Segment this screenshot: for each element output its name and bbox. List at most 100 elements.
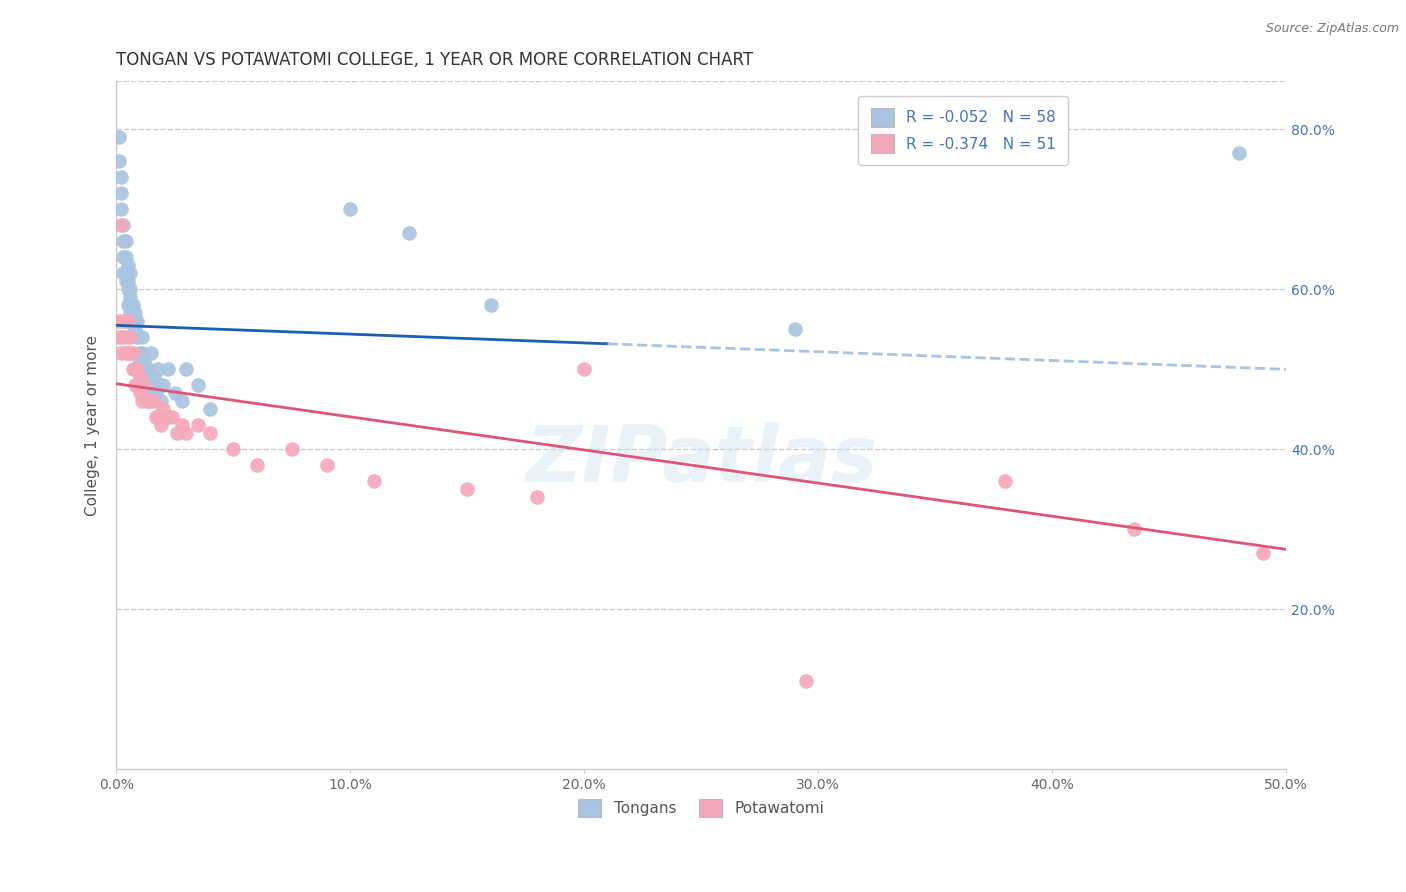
Point [176, 362, 198, 376]
Point [145, 386, 167, 401]
Point [135, 394, 157, 409]
Point [138, 394, 160, 409]
Point [152, 402, 174, 417]
Point [134, 362, 156, 376]
Point [121, 346, 143, 360]
Point [124, 314, 146, 328]
Point [156, 362, 179, 376]
Point [152, 378, 174, 392]
Point [117, 330, 139, 344]
Point [148, 362, 170, 376]
Point [142, 378, 165, 392]
Point [156, 410, 179, 425]
Point [796, 674, 818, 689]
Point [145, 410, 167, 425]
Point [114, 274, 136, 288]
Point [112, 235, 135, 249]
Text: Source: ZipAtlas.com: Source: ZipAtlas.com [1265, 22, 1399, 36]
Point [112, 219, 135, 233]
Point [121, 362, 143, 376]
Point [1227, 146, 1250, 161]
Point [110, 219, 132, 233]
Point [131, 346, 153, 360]
Point [127, 378, 149, 392]
Point [107, 154, 129, 169]
Point [479, 298, 502, 312]
Point [114, 314, 136, 328]
Point [149, 394, 172, 409]
Point [162, 410, 184, 425]
Point [107, 130, 129, 145]
Point [114, 266, 136, 280]
Point [141, 394, 163, 409]
Point [142, 394, 165, 409]
Point [135, 370, 157, 384]
Point [112, 330, 135, 344]
Point [280, 442, 302, 457]
Point [142, 370, 165, 384]
Point [163, 386, 186, 401]
Text: TONGAN VS POTAWATOMI COLLEGE, 1 YEAR OR MORE CORRELATION CHART: TONGAN VS POTAWATOMI COLLEGE, 1 YEAR OR … [117, 51, 754, 69]
Point [1123, 522, 1146, 536]
Point [128, 354, 150, 368]
Point [398, 227, 420, 241]
Point [110, 186, 132, 201]
Point [127, 362, 149, 376]
Point [141, 386, 163, 401]
Point [246, 458, 269, 473]
Point [128, 362, 150, 376]
Point [315, 458, 337, 473]
Point [121, 314, 143, 328]
Y-axis label: College, 1 year or more: College, 1 year or more [86, 334, 100, 516]
Point [131, 378, 153, 392]
Point [117, 274, 139, 288]
Point [120, 330, 142, 344]
Point [110, 346, 132, 360]
Point [166, 426, 188, 441]
Point [170, 394, 193, 409]
Point [187, 378, 209, 392]
Point [148, 410, 170, 425]
Point [141, 346, 163, 360]
Point [1251, 546, 1274, 560]
Point [526, 491, 548, 505]
Point [121, 306, 143, 320]
Point [112, 314, 135, 328]
Point [121, 298, 143, 312]
Point [222, 442, 245, 457]
Point [134, 378, 156, 392]
Point [112, 266, 135, 280]
Text: ZIPatlas: ZIPatlas [524, 422, 877, 498]
Point [456, 483, 478, 497]
Point [127, 314, 149, 328]
Point [783, 322, 806, 336]
Legend: Tongans, Potawatomi: Tongans, Potawatomi [572, 793, 830, 823]
Point [120, 290, 142, 304]
Point [994, 475, 1017, 489]
Point [124, 378, 146, 392]
Point [128, 370, 150, 384]
Point [128, 346, 150, 360]
Point [120, 298, 142, 312]
Point [112, 250, 135, 264]
Point [149, 418, 172, 433]
Point [120, 346, 142, 360]
Point [117, 314, 139, 328]
Point [114, 346, 136, 360]
Point [138, 362, 160, 376]
Point [107, 330, 129, 344]
Point [198, 426, 221, 441]
Point [176, 426, 198, 441]
Point [127, 330, 149, 344]
Point [110, 170, 132, 185]
Point [131, 330, 153, 344]
Point [117, 258, 139, 272]
Point [572, 362, 595, 376]
Point [198, 402, 221, 417]
Point [120, 282, 142, 296]
Point [124, 362, 146, 376]
Point [124, 322, 146, 336]
Point [120, 266, 142, 280]
Point [134, 354, 156, 368]
Point [114, 235, 136, 249]
